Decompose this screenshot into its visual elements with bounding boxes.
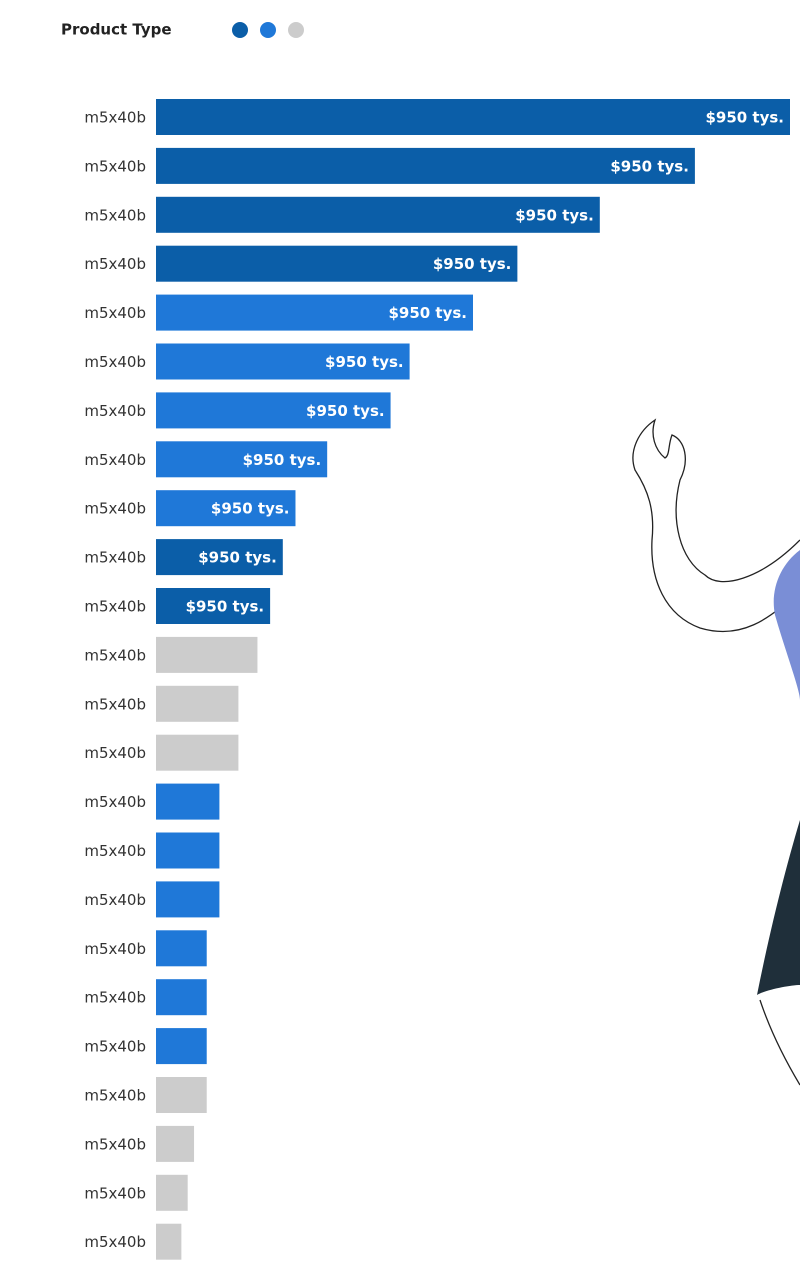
data-label: $950 tys. bbox=[186, 598, 265, 616]
chart: Product Type m5x40b $950 tys. m5x40b $950 t… bbox=[0, 0, 800, 1283]
legend-dot bbox=[288, 22, 304, 38]
legend-title: Product Type bbox=[61, 21, 172, 39]
y-tick-label: m5x40b bbox=[84, 402, 146, 420]
data-label: $950 tys. bbox=[433, 255, 512, 273]
y-tick-label: m5x40b bbox=[84, 989, 146, 1007]
bar bbox=[156, 1077, 207, 1113]
y-tick-label: m5x40b bbox=[84, 695, 146, 713]
bar bbox=[156, 1028, 207, 1064]
y-tick-label: m5x40b bbox=[84, 1038, 146, 1056]
y-tick-label: m5x40b bbox=[84, 1135, 146, 1153]
legend-dot bbox=[260, 22, 276, 38]
y-tick-label: m5x40b bbox=[84, 1184, 146, 1202]
data-label: $950 tys. bbox=[610, 157, 689, 175]
bar bbox=[156, 881, 219, 917]
y-tick-label: m5x40b bbox=[84, 842, 146, 860]
data-label: $950 tys. bbox=[325, 353, 404, 371]
y-tick-label: m5x40b bbox=[84, 744, 146, 762]
y-tick-label: m5x40b bbox=[84, 891, 146, 909]
y-tick-label: m5x40b bbox=[84, 206, 146, 224]
data-label: $950 tys. bbox=[211, 500, 290, 518]
bar bbox=[156, 979, 207, 1015]
data-label: $950 tys. bbox=[388, 304, 467, 322]
bar bbox=[156, 833, 219, 869]
data-label: $950 tys. bbox=[705, 109, 784, 127]
legend-dot bbox=[232, 22, 248, 38]
page: Product Type m5x40b $950 tys. m5x40b $950 t… bbox=[0, 0, 800, 1283]
y-tick-label: m5x40b bbox=[84, 646, 146, 664]
y-tick-label: m5x40b bbox=[84, 500, 146, 518]
y-tick-label: m5x40b bbox=[84, 255, 146, 273]
bar bbox=[156, 735, 238, 771]
y-tick-label: m5x40b bbox=[84, 304, 146, 322]
data-label: $950 tys. bbox=[306, 402, 385, 420]
y-tick-label: m5x40b bbox=[84, 549, 146, 567]
bar bbox=[156, 686, 238, 722]
y-tick-label: m5x40b bbox=[84, 793, 146, 811]
data-label: $950 tys. bbox=[198, 549, 277, 567]
bar bbox=[156, 1224, 181, 1260]
y-tick-label: m5x40b bbox=[84, 353, 146, 371]
y-tick-label: m5x40b bbox=[84, 157, 146, 175]
y-tick-label: m5x40b bbox=[84, 451, 146, 469]
y-tick-label: m5x40b bbox=[84, 1087, 146, 1105]
bar bbox=[156, 784, 219, 820]
y-tick-label: m5x40b bbox=[84, 109, 146, 127]
data-label: $950 tys. bbox=[515, 206, 594, 224]
bar bbox=[156, 930, 207, 966]
bar bbox=[156, 99, 790, 135]
data-label: $950 tys. bbox=[243, 451, 322, 469]
bar bbox=[156, 637, 257, 673]
y-tick-label: m5x40b bbox=[84, 940, 146, 958]
y-tick-label: m5x40b bbox=[84, 1233, 146, 1251]
bar bbox=[156, 1126, 194, 1162]
y-tick-label: m5x40b bbox=[84, 598, 146, 616]
bar bbox=[156, 1175, 188, 1211]
